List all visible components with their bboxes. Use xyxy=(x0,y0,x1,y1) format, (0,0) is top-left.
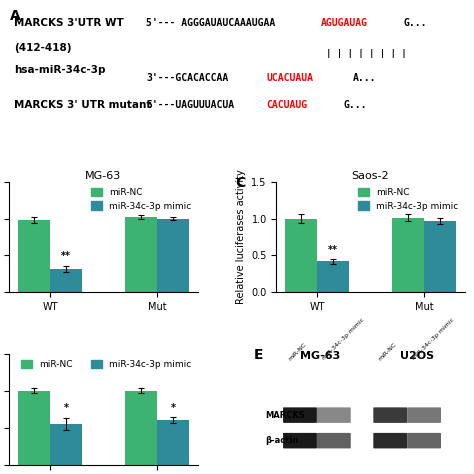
Bar xyxy=(424,221,456,292)
Text: C: C xyxy=(235,176,246,190)
Text: A: A xyxy=(9,9,20,24)
Text: UCACUAUA: UCACUAUA xyxy=(266,73,314,83)
Title: Saos-2: Saos-2 xyxy=(352,171,389,181)
Text: E: E xyxy=(254,348,264,362)
Text: MG-63: MG-63 xyxy=(300,351,340,361)
Text: MARCKS 3'UTR WT: MARCKS 3'UTR WT xyxy=(14,18,124,28)
Bar xyxy=(18,220,50,292)
Bar xyxy=(125,391,157,465)
FancyBboxPatch shape xyxy=(283,407,317,423)
Text: MARCKS: MARCKS xyxy=(265,410,305,419)
Text: miR-34c-3p mimic: miR-34c-3p mimic xyxy=(322,318,365,361)
Text: AGUGAUAG: AGUGAUAG xyxy=(321,18,368,28)
Text: **: ** xyxy=(61,251,71,262)
Bar xyxy=(285,219,317,292)
Legend: miR-NC, miR-34c-3p mimic: miR-NC, miR-34c-3p mimic xyxy=(89,186,193,212)
Text: G...: G... xyxy=(344,100,367,110)
Bar xyxy=(50,269,82,292)
Bar xyxy=(392,218,424,292)
Text: U2OS: U2OS xyxy=(401,351,435,361)
Text: miR-NC: miR-NC xyxy=(288,341,308,361)
Bar xyxy=(157,219,189,292)
Text: 5'---UAGUUUACUA: 5'---UAGUUUACUA xyxy=(146,100,234,110)
Text: *: * xyxy=(171,403,175,413)
FancyBboxPatch shape xyxy=(374,433,407,448)
Text: G...: G... xyxy=(403,18,427,28)
Text: miR-34c-3p mimic: miR-34c-3p mimic xyxy=(412,318,456,361)
Text: | | | | | | | |: | | | | | | | | xyxy=(326,49,406,58)
Text: MARCKS 3' UTR mutant: MARCKS 3' UTR mutant xyxy=(14,100,151,110)
Bar xyxy=(18,391,50,465)
Text: *: * xyxy=(64,403,69,413)
FancyBboxPatch shape xyxy=(317,407,351,423)
FancyBboxPatch shape xyxy=(374,407,407,423)
FancyBboxPatch shape xyxy=(283,433,317,448)
Text: miR-NC: miR-NC xyxy=(378,341,398,361)
Y-axis label: Relative luciferases activity: Relative luciferases activity xyxy=(236,170,246,304)
Text: (412-418): (412-418) xyxy=(14,43,72,53)
Legend: miR-NC, miR-34c-3p mimic: miR-NC, miR-34c-3p mimic xyxy=(19,358,193,371)
Text: hsa-miR-34c-3p: hsa-miR-34c-3p xyxy=(14,65,106,75)
Bar xyxy=(125,217,157,292)
Title: MG-63: MG-63 xyxy=(85,171,122,181)
Bar xyxy=(317,262,349,292)
FancyBboxPatch shape xyxy=(407,407,441,423)
Text: 5'--- AGGGAUAUCAAAUGAA: 5'--- AGGGAUAUCAAAUGAA xyxy=(146,18,275,28)
FancyBboxPatch shape xyxy=(317,433,351,448)
Bar xyxy=(157,420,189,465)
Text: A...: A... xyxy=(353,73,376,83)
Text: 3'---GCACACCAA: 3'---GCACACCAA xyxy=(146,73,228,83)
Text: β-actin: β-actin xyxy=(265,436,299,445)
FancyBboxPatch shape xyxy=(407,433,441,448)
Bar xyxy=(50,424,82,465)
Text: CACUAUG: CACUAUG xyxy=(266,100,308,110)
Legend: miR-NC, miR-34c-3p mimic: miR-NC, miR-34c-3p mimic xyxy=(356,186,460,212)
Text: **: ** xyxy=(328,245,338,255)
